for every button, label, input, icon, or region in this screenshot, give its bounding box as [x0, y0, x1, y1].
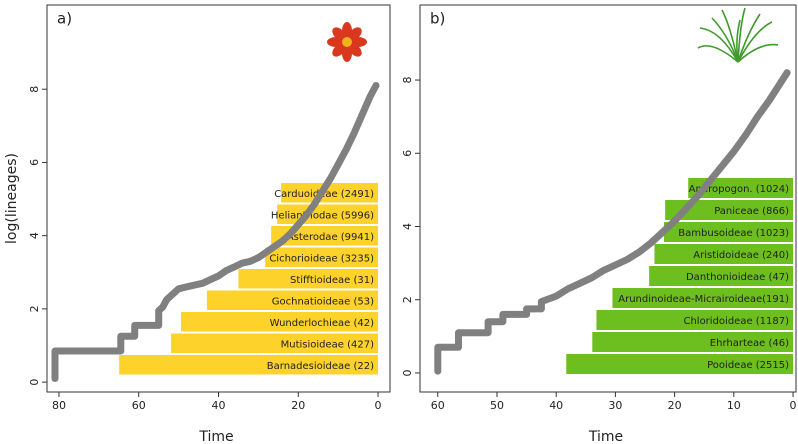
x-tick-label: 0	[790, 399, 797, 412]
x-tick-label: 60	[132, 399, 146, 412]
clade-label: Arundinoideae-Micrairoideae(191)	[618, 294, 789, 305]
x-tick-label: 80	[52, 399, 66, 412]
y-tick-label: 0	[401, 369, 414, 376]
clade-label: Aristidoideae (240)	[693, 250, 789, 261]
clade-label: Cichorioideae (3235)	[269, 253, 374, 264]
y-tick-label: 6	[28, 159, 41, 166]
ltt-curve	[434, 69, 791, 375]
y-tick-label: 2	[28, 305, 41, 312]
y-tick-label: 4	[28, 232, 41, 239]
y-tick-label: 2	[401, 296, 414, 303]
clade-bar	[654, 244, 794, 264]
clade-bar	[119, 355, 379, 375]
clade-label: Barnadesioideae (22)	[267, 361, 374, 372]
clade-bar	[281, 183, 379, 203]
ltt-curve	[51, 82, 380, 382]
clade-label: Paniceae (866)	[714, 206, 789, 217]
clade-bar	[612, 288, 794, 308]
y-tick-label: 8	[401, 77, 414, 84]
x-axis-title: Time	[588, 429, 623, 444]
clade-label: Ehrharteae (46)	[710, 338, 789, 349]
plot-frame	[419, 4, 797, 393]
clade-label: Asterodae (9941)	[287, 232, 374, 243]
x-tick-label: 20	[668, 399, 682, 412]
clade-bar	[566, 354, 794, 374]
panel: Andropogon. (1024) Paniceae (866) Bambusoi…	[401, 4, 797, 444]
clade-label: Helianthodae (5996)	[271, 210, 374, 221]
x-tick-label: 30	[608, 399, 622, 412]
clade-bar	[596, 310, 794, 330]
y-tick-label: 0	[28, 379, 41, 386]
clade-label: Gochnatioideae (53)	[272, 296, 374, 307]
clade-label: Chloridoideae (1187)	[683, 316, 789, 327]
grass-icon	[697, 7, 779, 63]
y-tick-label: 8	[28, 86, 41, 93]
clade-bar	[171, 333, 379, 353]
clade-bar	[592, 332, 794, 352]
y-axis-title: log(lineages)	[4, 153, 20, 244]
clade-bar	[265, 247, 379, 267]
clade-bar	[649, 266, 794, 286]
clade-label: Andropogon. (1024)	[689, 184, 790, 195]
x-tick-label: 10	[727, 399, 741, 412]
clade-bar	[238, 269, 379, 289]
x-tick-label: 0	[375, 399, 382, 412]
clade-label: Stifftioideae (31)	[290, 275, 374, 286]
clade-bar	[271, 226, 379, 246]
x-tick-label: 60	[431, 399, 445, 412]
clade-bar	[665, 200, 794, 220]
clade-bar	[663, 222, 794, 242]
x-tick-label: 40	[212, 399, 226, 412]
y-tick-label: 4	[401, 223, 414, 230]
clade-label: Bambusoideae (1023)	[678, 228, 789, 239]
clade-label: Wunderlochieae (42)	[270, 318, 375, 329]
clade-label: Pooideae (2515)	[707, 360, 789, 371]
clade-label: Mutisioideae (427)	[281, 339, 374, 350]
clade-bar	[206, 290, 379, 310]
clade-bar	[688, 178, 794, 198]
y-tick-label: 6	[401, 150, 414, 157]
panel-label: b)	[430, 10, 445, 28]
panel-label: a)	[57, 10, 72, 28]
flower-icon	[327, 22, 367, 62]
clade-label: Danthonioideae (47)	[686, 272, 789, 283]
x-tick-label: 20	[291, 399, 305, 412]
x-axis-title: Time	[198, 429, 233, 444]
panel: Carduoideae (2491)Helianthodae (5996)Ast…	[4, 4, 391, 444]
clade-bar	[181, 312, 379, 332]
x-tick-label: 50	[490, 399, 504, 412]
x-tick-label: 40	[549, 399, 563, 412]
